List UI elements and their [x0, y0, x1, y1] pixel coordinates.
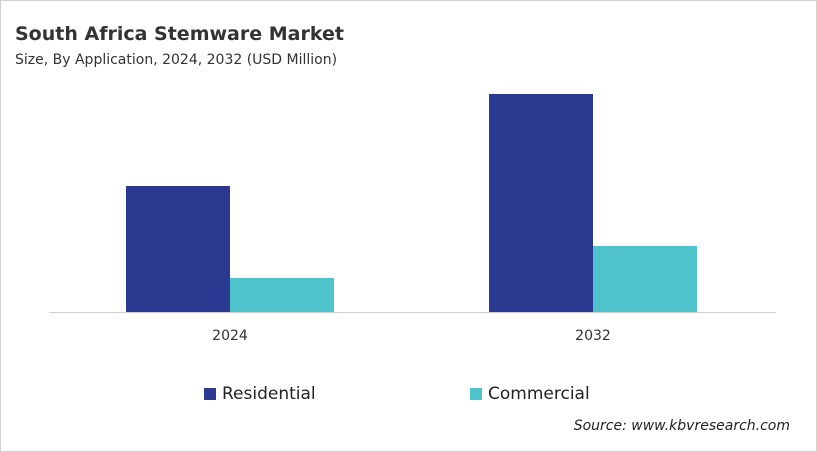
legend-label-commercial: Commercial — [488, 384, 590, 404]
legend-item-residential: Residential — [204, 384, 316, 404]
legend-swatch-residential — [204, 388, 216, 400]
legend-item-commercial: Commercial — [470, 384, 590, 404]
bar-commercial-2032 — [593, 246, 697, 312]
bar-residential-2024 — [126, 186, 230, 312]
x-tick-label: 2032 — [575, 328, 611, 344]
bar-residential-2032 — [489, 94, 593, 312]
x-tick-label: 2024 — [212, 328, 248, 344]
chart-title: South Africa Stemware Market — [15, 23, 344, 45]
source-text: Source: www.kbvresearch.com — [573, 418, 790, 434]
legend-label-residential: Residential — [222, 384, 316, 404]
bar-commercial-2024 — [230, 278, 334, 312]
legend-swatch-commercial — [470, 388, 482, 400]
chart-subtitle: Size, By Application, 2024, 2032 (USD Mi… — [15, 52, 338, 68]
